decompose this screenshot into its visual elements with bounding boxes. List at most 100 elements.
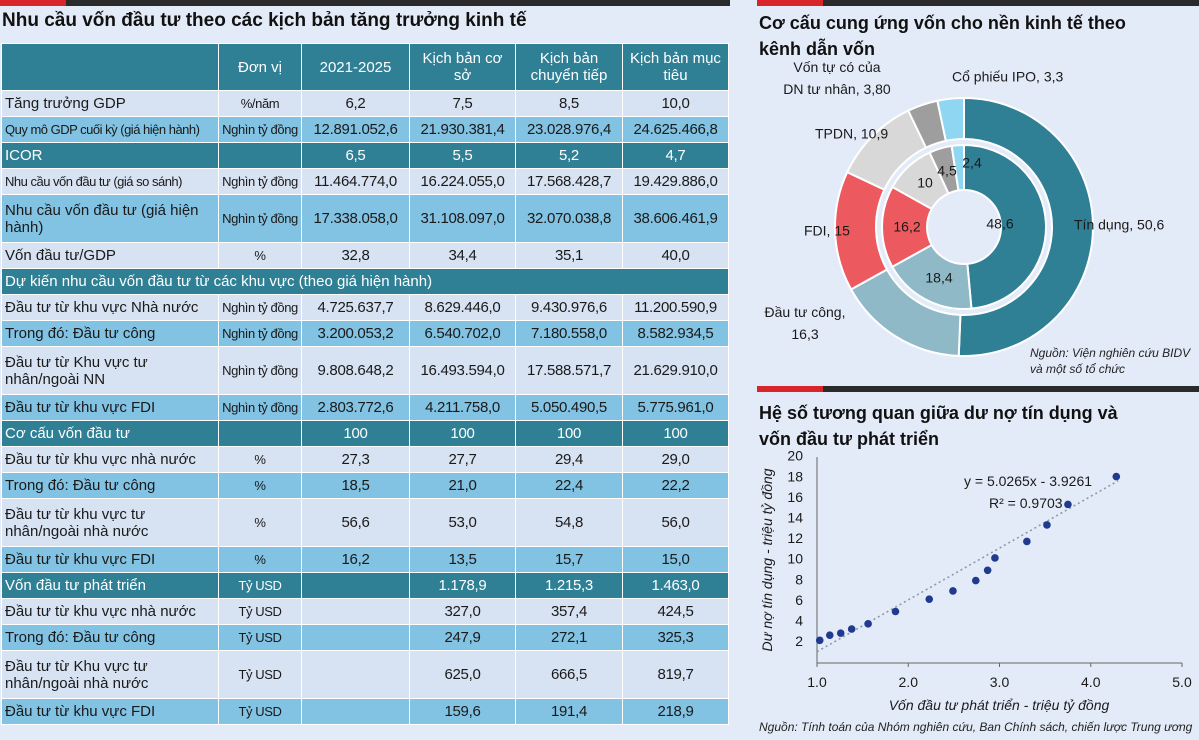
value-cell: 5.050.490,5 <box>515 394 623 421</box>
value-cell: 6,2 <box>301 90 410 117</box>
value-cell: 13,5 <box>409 546 516 573</box>
scatter-source: Nguồn: Tính toán của Nhóm nghiên cứu, Ba… <box>759 720 1193 734</box>
value-cell <box>301 572 410 599</box>
value-cell: 8.629.446,0 <box>409 294 516 321</box>
value-cell: 1.463,0 <box>622 572 729 599</box>
y-tick-label: 16 <box>787 489 803 505</box>
y-tick-label: 10 <box>787 551 803 567</box>
value-cell: 6,5 <box>301 142 410 169</box>
table-top-rule <box>0 0 730 6</box>
row-label-cell: Đầu tư từ khu vực tư nhân/ngoài nhà nước <box>1 498 219 547</box>
value-cell: 17.568.428,7 <box>515 168 623 195</box>
header-cell: Đơn vị <box>218 43 302 91</box>
unit-cell: Nghìn tỷ đồng <box>218 320 302 347</box>
value-cell: 32,8 <box>301 242 410 269</box>
inner-slice <box>950 143 965 192</box>
table-row: Đầu tư từ khu vực nhà nước% 27,3 27,7 29,4 2… <box>1 446 729 473</box>
table-row: Nhu cầu vốn đầu tư (giá so sánh) Nghìn tỷ… <box>1 168 729 195</box>
scatter-point <box>1112 472 1121 481</box>
value-cell: 19.429.886,0 <box>622 168 729 195</box>
table-row: Vốn đầu tư phát triển Tỷ USD 1.178,9 1.215,… <box>1 572 729 599</box>
row-label-cell: Đầu tư từ Khu vực tư nhân/ngoài nhà nước <box>1 650 219 699</box>
unit-cell: Tỷ USD <box>218 698 302 725</box>
value-cell <box>301 598 410 625</box>
table-row: Vốn đầu tư/GDP% 32,8 34,4 35,1 40,0 <box>1 242 729 269</box>
value-cell: 11.464.774,0 <box>301 168 410 195</box>
y-tick-label: 20 <box>787 448 803 464</box>
table-row: Quy mô GDP cuối kỳ (giá hiện hành) Nghìn … <box>1 116 729 143</box>
table-row: Dự kiến nhu cầu vốn đầu tư từ các khu vự… <box>1 268 729 295</box>
scatter-point <box>836 629 845 637</box>
inner-slice-label: 18,4 <box>925 270 952 286</box>
table-row: Trong đó: Đầu tư công% 18,5 21,0 22,4 22,2 <box>1 472 729 499</box>
row-label-cell: Tăng trưởng GDP <box>1 90 219 117</box>
value-cell: 5,5 <box>409 142 516 169</box>
value-cell: 17.338.058,0 <box>301 194 410 243</box>
value-cell: 1.215,3 <box>515 572 623 599</box>
scatter-point <box>983 566 992 575</box>
inner-slice-label: 16,2 <box>893 219 920 235</box>
outer-slice-label: Đầu tư công, 16,3 <box>765 304 846 342</box>
row-label-cell: Trong đó: Đầu tư công <box>1 472 219 499</box>
value-cell: 8.582.934,5 <box>622 320 729 347</box>
value-cell: 5.775.961,0 <box>622 394 729 421</box>
table-row: Đầu tư từ Khu vực tư nhân/ngoài nhà nước… <box>1 650 729 699</box>
value-cell: 21,0 <box>409 472 516 499</box>
table-row: ICOR 6,5 5,5 5,2 4,7 <box>1 142 729 169</box>
value-cell: 27,7 <box>409 446 516 473</box>
value-cell: 56,0 <box>622 498 729 547</box>
inner-slice-label: 48,6 <box>986 216 1013 232</box>
value-cell: 22,4 <box>515 472 623 499</box>
table-row: Cơ cấu vốn đầu tư 100 100 100 100 <box>1 420 729 447</box>
value-cell: 4.725.637,7 <box>301 294 410 321</box>
value-cell: 38.606.461,9 <box>622 194 729 243</box>
x-tick-label: 4.0 <box>1081 674 1101 690</box>
inner-slice-label: 4,5 <box>937 163 957 179</box>
scatter-point <box>815 636 824 645</box>
row-label-cell: Cơ cấu vốn đầu tư <box>1 420 219 447</box>
row-label-cell: Trong đó: Đầu tư công <box>1 320 219 347</box>
x-tick-label: 1.0 <box>807 674 827 690</box>
value-cell: 27,3 <box>301 446 410 473</box>
outer-slice-label: Tín dụng, 50,6 <box>1074 217 1165 233</box>
y-tick-label: 6 <box>795 592 803 608</box>
outer-slice-label: FDI, 15 <box>804 223 850 239</box>
unit-cell <box>218 142 302 169</box>
y-tick-label: 12 <box>787 530 803 546</box>
unit-cell: Tỷ USD <box>218 598 302 625</box>
scatter-point <box>991 554 999 562</box>
value-cell: 21.930.381,4 <box>409 116 516 143</box>
value-cell: 9.430.976,6 <box>515 294 623 321</box>
y-tick-label: 18 <box>787 468 803 484</box>
row-label-cell: Đầu tư từ Khu vực tư nhân/ngoài NN <box>1 346 219 395</box>
unit-cell: % <box>218 446 302 473</box>
table-row: Trong đó: Đầu tư công Tỷ USD 247,9 272,1 325… <box>1 624 729 651</box>
header-cell: Kịch bản cơ sở <box>409 43 516 91</box>
unit-cell: Nghìn tỷ đồng <box>218 116 302 143</box>
value-cell <box>301 624 410 651</box>
value-cell: 16.224.055,0 <box>409 168 516 195</box>
header-cell: 2021-2025 <box>301 43 410 91</box>
y-tick-label: 4 <box>795 613 803 629</box>
value-cell: 3.200.053,2 <box>301 320 410 347</box>
y-tick-label: 14 <box>787 510 803 526</box>
scatter-point <box>891 607 900 616</box>
value-cell: 56,6 <box>301 498 410 547</box>
x-tick-label: 5.0 <box>1172 674 1192 690</box>
row-label-cell: ICOR <box>1 142 219 169</box>
value-cell: 11.200.590,9 <box>622 294 729 321</box>
value-cell <box>301 650 410 699</box>
value-cell: 4,7 <box>622 142 729 169</box>
unit-cell: Tỷ USD <box>218 572 302 599</box>
outer-slice-label: TPDN, 10,9 <box>815 126 888 142</box>
value-cell: 218,9 <box>622 698 729 725</box>
x-tick-label: 3.0 <box>990 674 1010 690</box>
scatter-point <box>949 587 957 595</box>
value-cell: 100 <box>515 420 623 447</box>
row-label-cell: Đầu tư từ khu vực FDI <box>1 698 219 725</box>
value-cell: 666,5 <box>515 650 623 699</box>
table-row: Trong đó: Đầu tư công Nghìn tỷ đồng 3.200.… <box>1 320 729 347</box>
scatter-point <box>1023 537 1031 546</box>
scatter-point <box>971 576 980 585</box>
value-cell: 7,5 <box>409 90 516 117</box>
